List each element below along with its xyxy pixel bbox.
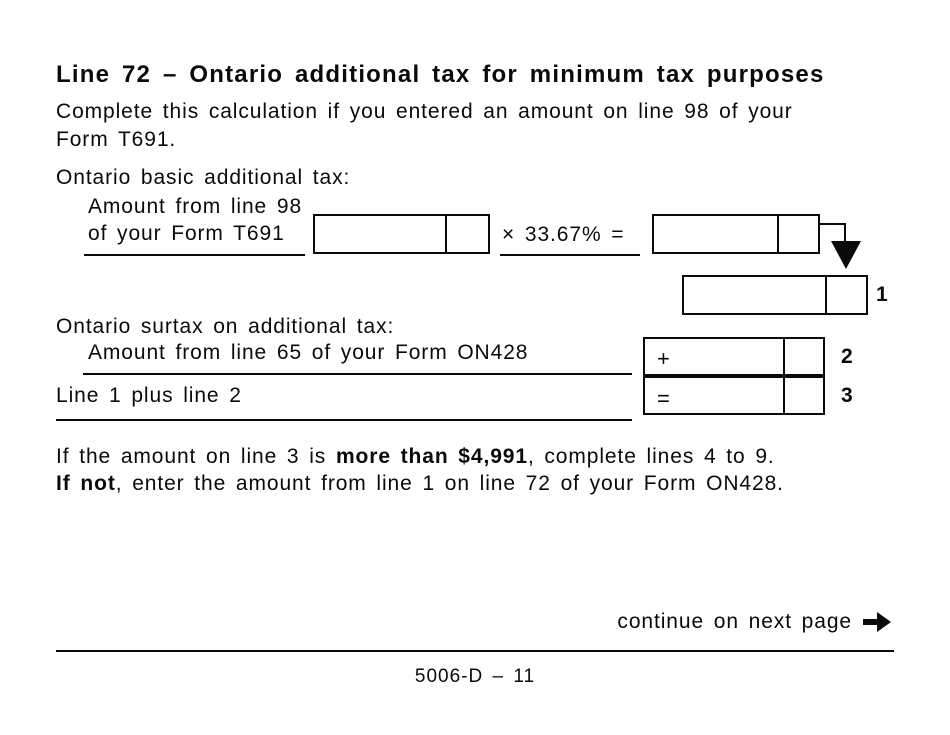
surtax-fields-group: + = xyxy=(643,337,825,415)
page-title: Line 72 – Ontario additional tax for min… xyxy=(56,61,825,88)
multiply-operator-label: × 33.67% = xyxy=(502,223,625,246)
operator-underline xyxy=(500,254,640,256)
cents-divider xyxy=(445,216,447,252)
note-line1-text-a: If the amount on line 3 is xyxy=(56,445,336,468)
line65-label-underline xyxy=(83,373,632,375)
line98-amount-field[interactable] xyxy=(313,214,490,254)
cents-divider xyxy=(777,216,779,252)
continue-label: continue on next page xyxy=(617,610,852,633)
line98-label: Amount from line 98 of your Form T691 xyxy=(88,193,302,247)
intro-line-1: Complete this calculation if you entered… xyxy=(56,100,793,123)
note-line1-text-b: , complete lines 4 to 9. xyxy=(527,445,775,468)
page-number: 5006-D – 11 xyxy=(414,666,536,687)
note-line1-bold: more than $4,991 xyxy=(335,445,528,468)
note-line2-bold: If not xyxy=(56,472,116,495)
continue-on-next-page: continue on next page xyxy=(617,608,893,635)
equals-operator: = xyxy=(657,386,670,411)
cents-divider xyxy=(825,277,827,313)
arrow-right-icon xyxy=(861,609,893,635)
plus-operator: + xyxy=(657,346,670,371)
basic-tax-heading: Ontario basic additional tax: xyxy=(56,166,351,189)
note-line-2: If not, enter the amount from line 1 on … xyxy=(56,470,784,497)
cents-divider xyxy=(783,339,785,413)
surtax-heading: Ontario surtax on additional tax: xyxy=(56,315,395,338)
basic-tax-result-field[interactable] xyxy=(652,214,820,254)
line98-label-line-2: of your Form T691 xyxy=(88,222,285,245)
line2-number-label: 2 xyxy=(841,345,854,368)
flow-connector-vertical xyxy=(844,223,846,242)
line3-amount-field[interactable] xyxy=(645,378,823,413)
line3-number-label: 3 xyxy=(841,384,854,407)
flow-connector-horizontal xyxy=(819,223,846,225)
line1-amount-field[interactable] xyxy=(682,275,868,315)
line98-label-line-1: Amount from line 98 xyxy=(88,195,303,218)
note-line2-text: , enter the amount from line 1 on line 7… xyxy=(115,472,784,495)
line98-label-underline xyxy=(84,254,305,256)
line2-amount-field[interactable] xyxy=(645,339,823,374)
line65-label: Amount from line 65 of your Form ON428 xyxy=(88,341,529,364)
footer-rule xyxy=(56,650,894,652)
row-divider xyxy=(645,374,823,378)
arrow-down-icon xyxy=(831,241,861,269)
line1-number-label: 1 xyxy=(876,283,889,306)
intro-line-2: Form T691. xyxy=(56,128,177,151)
line3-label: Line 1 plus line 2 xyxy=(56,384,242,407)
intro-paragraph: Complete this calculation if you entered… xyxy=(56,98,793,154)
line3-label-underline xyxy=(56,419,632,421)
threshold-note: If the amount on line 3 is more than $4,… xyxy=(56,443,784,497)
note-line-1: If the amount on line 3 is more than $4,… xyxy=(56,443,784,470)
